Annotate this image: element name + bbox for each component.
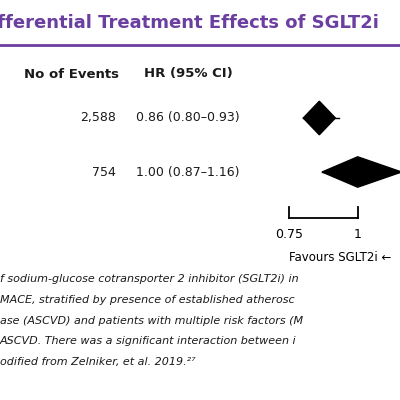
Text: 2,588: 2,588 (80, 112, 116, 124)
Text: Differential Treatment Effects of SGLT2i: Differential Treatment Effects of SGLT2i (0, 14, 379, 32)
Polygon shape (303, 101, 335, 135)
Text: ase (ASCVD) and patients with multiple risk factors (M: ase (ASCVD) and patients with multiple r… (0, 316, 303, 326)
Text: 1: 1 (354, 228, 362, 241)
Text: 1.00 (0.87–1.16): 1.00 (0.87–1.16) (136, 166, 240, 178)
Text: 0.75: 0.75 (275, 228, 303, 241)
Polygon shape (322, 157, 400, 187)
Text: 754: 754 (92, 166, 116, 178)
Text: f sodium-glucose cotransporter 2 inhibitor (SGLT2i) in: f sodium-glucose cotransporter 2 inhibit… (0, 274, 299, 284)
Text: odified from Zelniker, et al. 2019.²⁷: odified from Zelniker, et al. 2019.²⁷ (0, 357, 196, 367)
Text: HR (95% CI): HR (95% CI) (144, 68, 232, 80)
Text: MACE, stratified by presence of established atherosc: MACE, stratified by presence of establis… (0, 295, 295, 305)
Text: No of Events: No of Events (24, 68, 120, 80)
Text: Favours SGLT2i ←: Favours SGLT2i ← (289, 251, 392, 264)
Text: ASCVD. There was a significant interaction between i: ASCVD. There was a significant interacti… (0, 336, 297, 346)
Text: 0.86 (0.80–0.93): 0.86 (0.80–0.93) (136, 112, 240, 124)
